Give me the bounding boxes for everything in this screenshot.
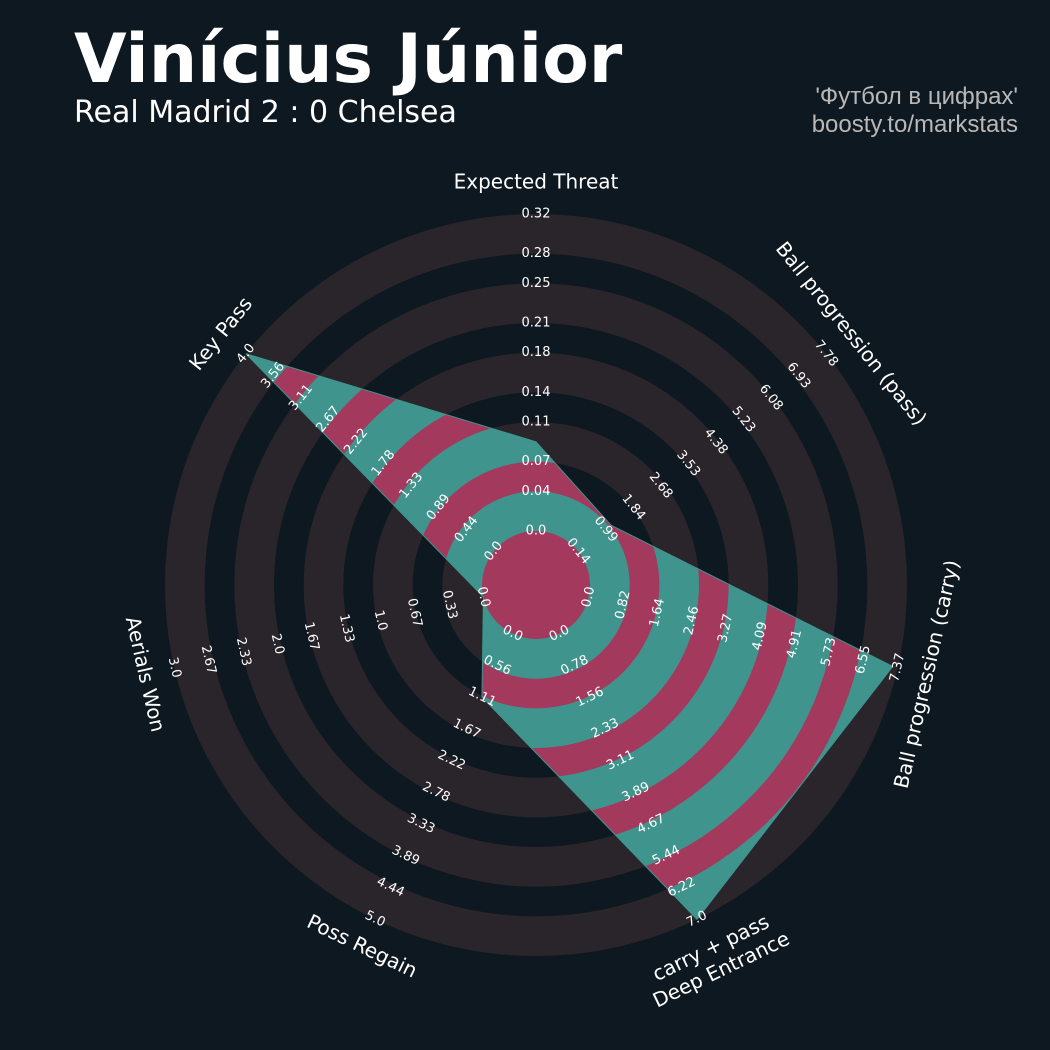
- tick-label: 0.82: [612, 589, 633, 621]
- tick-label: 0.32: [522, 207, 551, 222]
- credit: boosty.to/markstats: [812, 111, 1018, 138]
- tick-label: 3.27: [715, 613, 736, 645]
- tick-label: 0.33: [439, 589, 460, 621]
- chart-title: Vinícius Júnior: [74, 20, 623, 99]
- tick-label: 5.73: [818, 636, 839, 668]
- tick-label: 7.37: [887, 652, 908, 684]
- tick-label: 0.14: [522, 385, 551, 400]
- tick-label: 1.33: [336, 613, 357, 645]
- chart-subtitle: Real Madrid 2 : 0 Chelsea: [74, 95, 457, 130]
- tick-label: 2.0: [268, 632, 287, 656]
- tick-label: 0.25: [522, 276, 551, 291]
- tick-label: 2.67: [198, 644, 219, 676]
- tick-label: 0.07: [522, 454, 551, 469]
- tick-label: 1.67: [301, 621, 322, 653]
- tick-label: 2.33: [233, 636, 254, 668]
- tick-label: 4.91: [784, 628, 805, 660]
- tick-label: 3.0: [165, 656, 184, 680]
- tick-label: 1.0: [371, 609, 390, 633]
- tick-label: 0.0: [474, 585, 493, 609]
- tick-label: 0.0: [526, 524, 547, 539]
- tick-label: 4.09: [750, 620, 771, 652]
- tick-label: 2.46: [681, 605, 702, 637]
- credit: 'Футбол в цифрах': [815, 83, 1018, 110]
- tick-label: 1.64: [647, 597, 668, 629]
- tick-label: 0.04: [522, 484, 551, 499]
- center-circle: [482, 531, 590, 639]
- tick-label: 6.55: [853, 644, 874, 676]
- tick-label: 0.21: [522, 315, 551, 330]
- tick-label: 0.11: [522, 415, 551, 430]
- param-label: Expected Threat: [454, 170, 619, 194]
- tick-label: 0.0: [579, 585, 598, 609]
- tick-label: 0.28: [522, 246, 551, 261]
- radar-polygon: [245, 353, 894, 921]
- tick-label: 0.67: [404, 597, 425, 629]
- tick-label: 0.18: [522, 345, 551, 360]
